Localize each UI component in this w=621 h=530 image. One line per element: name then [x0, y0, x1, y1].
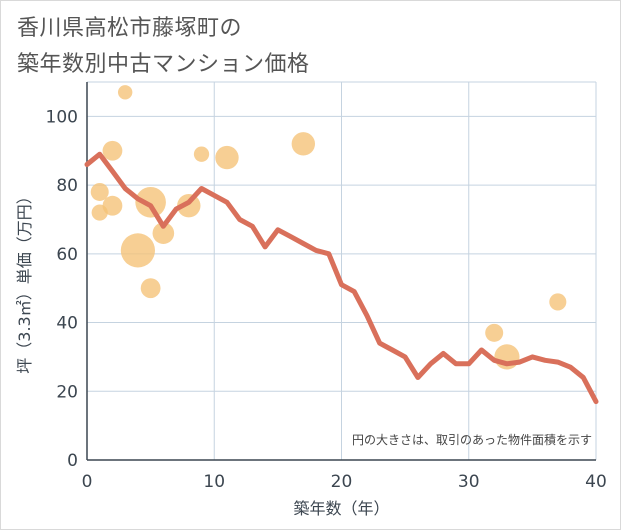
y-tick-label: 20: [56, 382, 78, 402]
bubble-point: [152, 222, 175, 244]
chart-title-line2: 築年数別中古マンション価格: [17, 52, 310, 77]
y-tick-label: 80: [56, 176, 78, 196]
y-tick-label: 40: [56, 314, 78, 334]
grid-lines: [86, 81, 597, 461]
bubble-point: [117, 85, 133, 100]
bubble-point: [549, 293, 567, 311]
bubble-point: [485, 323, 504, 342]
x-axis-label: 築年数（年）: [293, 499, 389, 518]
axis-ticks: 0 10 20 30 40 0 20 40 60 80 100: [46, 107, 607, 492]
x-tick-label: 20: [331, 472, 353, 492]
y-tick-label: 100: [46, 107, 78, 127]
x-tick-label: 40: [585, 472, 607, 492]
bubble-size-note: 円の大きさは、取引のあった物件面積を示す: [352, 432, 592, 447]
bubble-point: [102, 140, 123, 161]
bubble-series: [90, 85, 567, 370]
bubble-point: [102, 195, 123, 216]
bubble-point: [90, 182, 109, 201]
x-tick-label: 0: [82, 472, 93, 492]
y-axis-label: 坪（3.3㎡）単価（万円）: [15, 188, 34, 373]
average-price-line: [84, 151, 599, 405]
average-line-path: [84, 151, 599, 405]
bubble-point: [140, 278, 161, 299]
bubble-point: [135, 186, 166, 218]
y-tick-label: 60: [56, 245, 78, 265]
bubble-point: [177, 194, 201, 218]
bubble-point: [120, 233, 155, 268]
y-tick-label: 0: [67, 451, 78, 471]
chart-title-line1: 香川県高松市藤塚町の: [17, 16, 243, 41]
bubble-point: [193, 146, 210, 162]
x-tick-label: 30: [458, 472, 480, 492]
bubble-point: [215, 145, 239, 170]
bubble-point: [291, 132, 316, 156]
x-tick-label: 10: [203, 472, 225, 492]
